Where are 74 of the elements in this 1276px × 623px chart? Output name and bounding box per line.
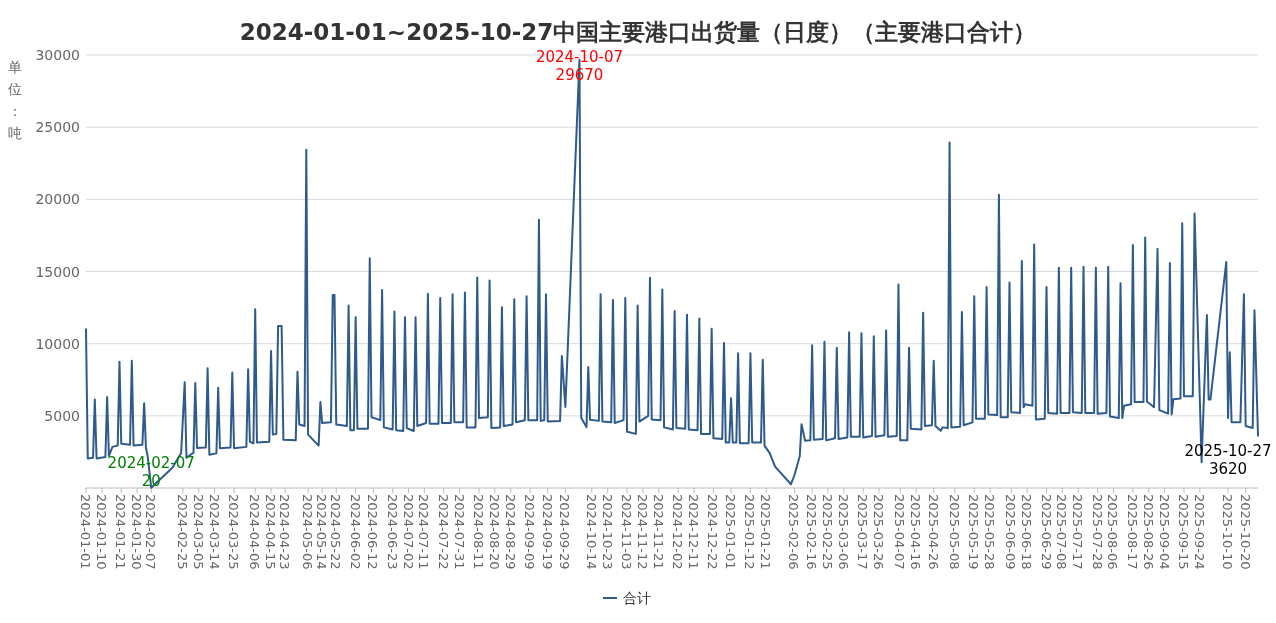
- x-tick-label: 2024-01-21: [113, 494, 129, 570]
- y-tick-label: 5000: [44, 407, 80, 424]
- x-tick-label: 2025-07-17: [1070, 494, 1086, 570]
- y-tick-label: 20000: [35, 191, 80, 208]
- x-tick-label: 2024-07-31: [451, 494, 467, 570]
- x-tick-label: 2025-05-19: [966, 494, 982, 570]
- x-tick-label: 2025-01-21: [758, 494, 774, 570]
- x-tick-label: 2024-01-10: [93, 494, 109, 570]
- x-tick-label: 2025-07-28: [1089, 494, 1105, 570]
- x-tick-label: 2025-02-06: [786, 494, 802, 570]
- x-tick-label: 2024-07-02: [400, 494, 416, 570]
- x-tick-label: 2024-03-05: [190, 494, 206, 570]
- x-tick-label: 2024-03-14: [206, 494, 222, 570]
- x-tick-label: 2024-06-12: [365, 494, 381, 570]
- x-tick-label: 2024-04-06: [247, 494, 263, 570]
- x-tick-label: 2025-03-06: [835, 494, 851, 570]
- y-tick-label: 10000: [35, 335, 80, 352]
- x-tick-label: 2024-04-23: [277, 494, 293, 570]
- x-tick-label: 2024-07-22: [435, 494, 451, 570]
- x-tick-label: 2025-06-29: [1038, 494, 1054, 570]
- x-tick-label: 2024-04-15: [263, 494, 279, 570]
- x-tick-label: 2024-01-30: [129, 494, 145, 570]
- x-tick-label: 2024-02-07: [143, 494, 159, 570]
- x-tick-label: 2025-10-20: [1237, 494, 1253, 570]
- x-tick-label: 2025-04-07: [892, 494, 908, 570]
- x-tick-label: 2025-08-06: [1105, 494, 1121, 570]
- x-tick-label: 2024-12-02: [670, 494, 686, 570]
- x-tick-label: 2025-01-01: [723, 494, 739, 570]
- x-tick-label: 2024-09-19: [539, 494, 555, 570]
- x-tick-label: 2025-04-16: [908, 494, 924, 570]
- y-tick-label: 30000: [35, 47, 80, 63]
- x-tick-label: 2024-07-11: [416, 494, 432, 570]
- x-tick-label: 2024-01-01: [78, 494, 93, 570]
- legend-label: 合计: [623, 590, 651, 606]
- x-tick-label: 2024-12-22: [705, 494, 721, 570]
- x-tick-label: 2024-10-14: [583, 494, 599, 570]
- x-tick-label: 2025-02-25: [819, 494, 835, 570]
- x-tick-label: 2025-07-08: [1054, 494, 1070, 570]
- x-tick-label: 2025-09-04: [1156, 494, 1172, 570]
- x-tick-label: 2024-10-23: [599, 494, 615, 570]
- x-tick-label: 2025-06-18: [1019, 494, 1035, 570]
- x-tick-label: 2024-02-25: [174, 494, 190, 570]
- x-tick-label: 2025-01-12: [742, 494, 758, 570]
- y-tick-label: 25000: [35, 119, 80, 136]
- chart-title: 2024-01-01~2025-10-27中国主要港口出货量（日度）（主要港口合计）: [239, 19, 1037, 45]
- x-tick-label: 2024-05-06: [300, 494, 316, 570]
- x-tick-label: 2024-05-22: [328, 494, 344, 570]
- x-tick-label: 2025-06-09: [1003, 494, 1019, 570]
- x-tick-label: 2025-02-16: [804, 494, 820, 570]
- y-tick-label: 15000: [35, 263, 80, 280]
- x-tick-label: 2024-11-03: [619, 494, 635, 570]
- x-tick-label: 2025-08-17: [1124, 494, 1140, 570]
- x-tick-label: 2025-05-28: [982, 494, 998, 570]
- x-tick-label: 2024-08-11: [471, 494, 487, 570]
- x-tick-label: 2024-09-29: [557, 494, 573, 570]
- x-tick-label: 2024-08-20: [486, 494, 502, 570]
- x-tick-label: 2024-09-09: [522, 494, 538, 570]
- x-tick-label: 2025-03-26: [871, 494, 887, 570]
- y-axis-title: 单位：吨: [8, 59, 22, 141]
- x-tick-label: 2025-10-10: [1220, 494, 1236, 570]
- x-tick-label: 2024-03-25: [226, 494, 242, 570]
- x-tick-label: 2024-11-12: [634, 494, 650, 570]
- x-tick-label: 2025-09-24: [1191, 494, 1207, 570]
- x-tick-label: 2025-08-26: [1140, 494, 1156, 570]
- x-tick-label: 2025-04-26: [925, 494, 941, 570]
- x-tick-label: 2025-05-08: [946, 494, 962, 570]
- x-tick-label: 2025-03-17: [855, 494, 871, 570]
- x-tick-label: 2024-06-02: [347, 494, 363, 570]
- x-tick-label: 2024-08-29: [502, 494, 518, 570]
- x-tick-label: 2024-11-21: [650, 494, 666, 570]
- x-tick-label: 2025-09-15: [1175, 494, 1191, 570]
- x-tick-label: 2024-05-14: [314, 494, 330, 570]
- x-tick-label: 2024-06-23: [384, 494, 400, 570]
- x-tick-label: 2024-12-11: [686, 494, 702, 570]
